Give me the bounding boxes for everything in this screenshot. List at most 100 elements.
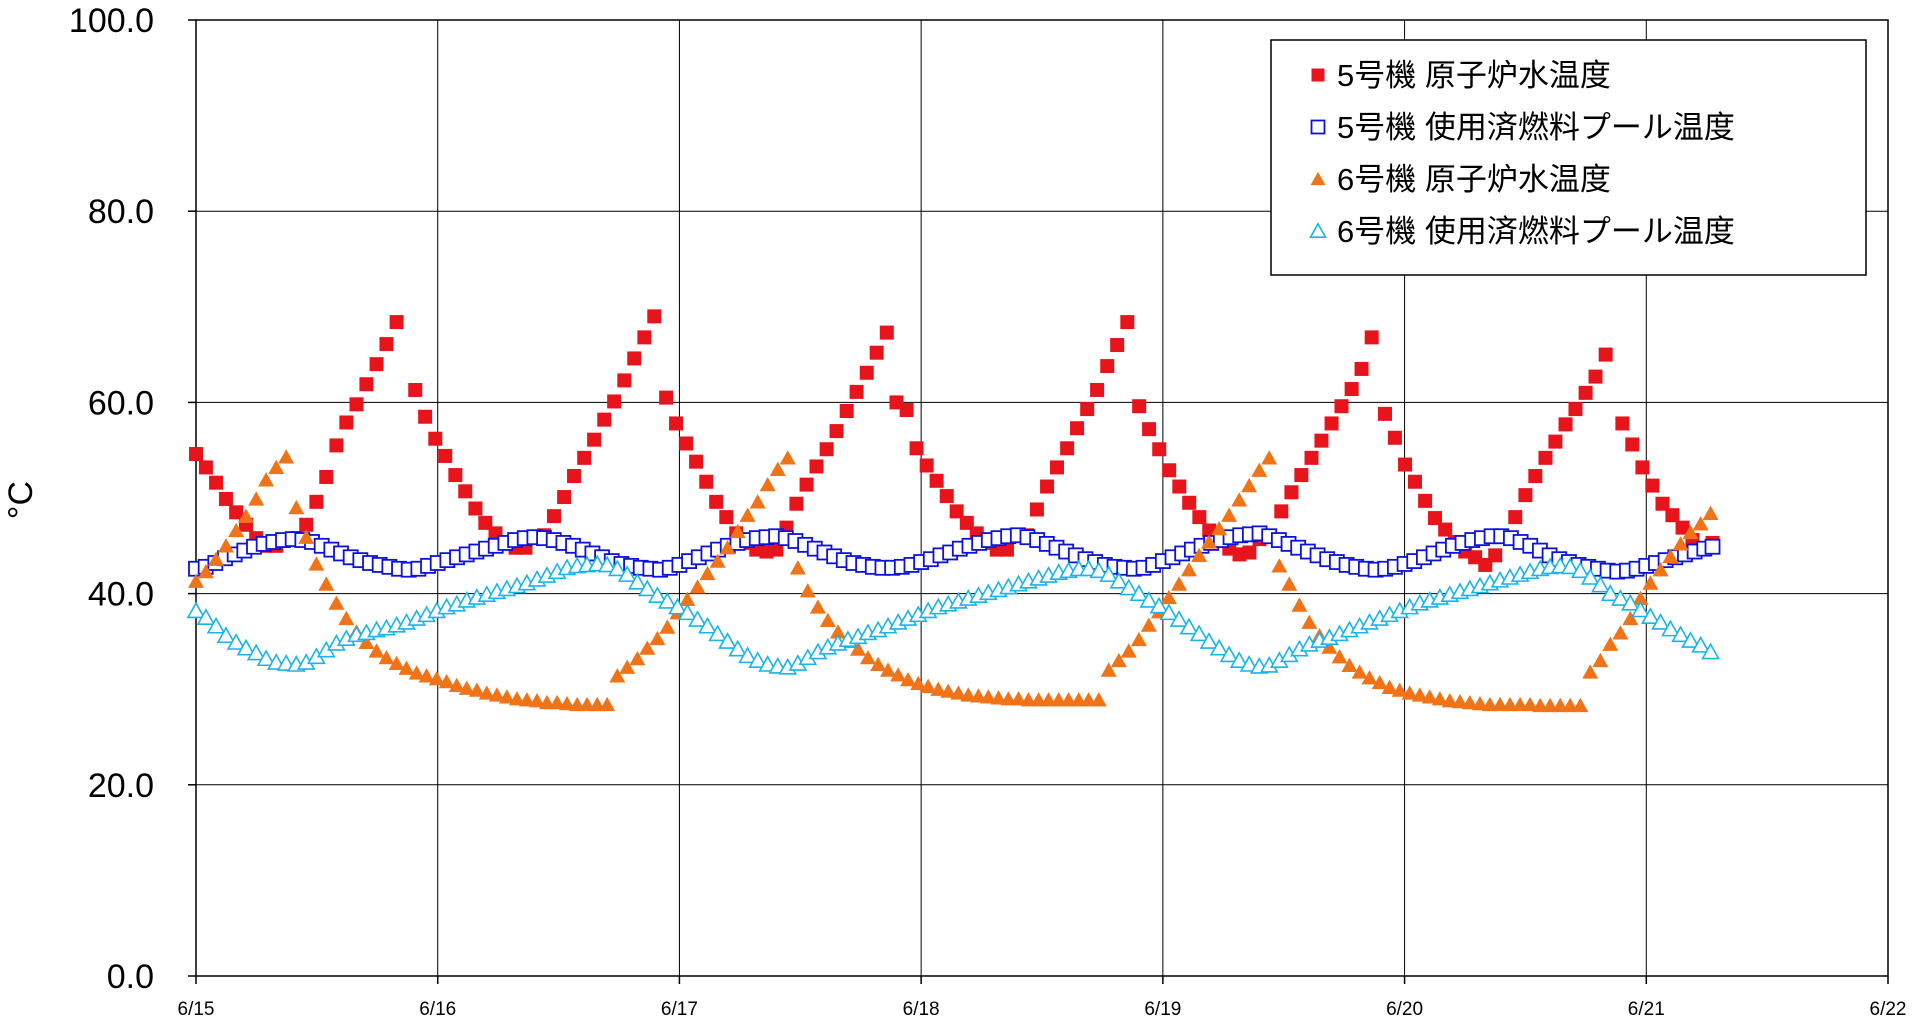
data-point	[1602, 636, 1619, 651]
data-point	[1219, 645, 1239, 663]
data-point	[1301, 614, 1318, 629]
data-point	[719, 510, 734, 525]
data-point	[217, 538, 234, 553]
data-point	[408, 382, 423, 397]
data-point	[839, 404, 854, 419]
data-point	[1162, 463, 1177, 478]
y-tick-label: 80.0	[88, 193, 154, 231]
data-point	[458, 680, 475, 695]
data-point	[1522, 696, 1539, 712]
data-point	[1314, 433, 1329, 448]
data-point	[1159, 603, 1179, 621]
data-point	[910, 675, 927, 691]
data-point	[228, 522, 245, 538]
data-point	[929, 473, 944, 488]
data-point	[349, 397, 364, 412]
data-point	[1612, 625, 1629, 640]
data-point	[209, 475, 224, 490]
data-point	[819, 442, 834, 457]
legend-marker	[1311, 68, 1325, 82]
data-point	[657, 591, 677, 609]
data-point	[478, 685, 495, 700]
data-point	[1172, 479, 1187, 494]
data-point	[1070, 421, 1085, 436]
data-point	[1221, 507, 1238, 522]
series-3	[188, 449, 1719, 713]
data-point	[709, 553, 726, 568]
data-point	[1160, 589, 1177, 605]
data-point	[769, 461, 786, 476]
data-point	[829, 624, 846, 639]
legend-label: 5号機 原子炉水温度	[1337, 58, 1611, 93]
data-point	[1060, 441, 1075, 456]
data-point	[1642, 575, 1659, 590]
data-point	[1242, 545, 1257, 560]
data-point	[1461, 694, 1478, 710]
data-point	[1662, 548, 1679, 563]
data-point	[1641, 607, 1660, 624]
x-tick-label: 6/18	[903, 999, 940, 1020]
data-point	[448, 677, 465, 693]
data-point	[679, 591, 696, 606]
data-point	[1100, 359, 1115, 374]
data-point	[809, 459, 824, 474]
data-point	[318, 576, 335, 591]
data-point	[1411, 687, 1428, 702]
data-point	[628, 572, 647, 590]
data-point	[1588, 369, 1603, 384]
data-point	[999, 542, 1014, 557]
data-point	[1010, 691, 1027, 706]
data-point	[587, 432, 602, 447]
data-point	[1692, 516, 1709, 531]
data-point	[1431, 691, 1448, 706]
data-point	[1401, 685, 1418, 700]
data-point	[619, 659, 636, 674]
data-point	[637, 330, 652, 345]
data-point	[488, 687, 505, 702]
data-point	[1110, 338, 1125, 353]
data-point	[1191, 547, 1208, 563]
data-point	[689, 579, 706, 594]
data-point	[647, 309, 662, 324]
data-point	[197, 563, 214, 579]
data-point	[1441, 693, 1458, 708]
data-point	[669, 416, 684, 431]
data-point	[679, 436, 694, 451]
data-point	[1578, 385, 1593, 400]
x-axis-ticks: 6/15 6/16 6/17 6/18 6/19 6/20 6/21 6/22	[178, 976, 1906, 1020]
data-point	[1681, 631, 1700, 648]
data-point	[359, 377, 374, 392]
data-point	[1100, 662, 1117, 677]
data-point	[1119, 578, 1139, 596]
data-point	[1471, 695, 1488, 711]
data-point	[1284, 485, 1299, 500]
data-point	[1241, 477, 1258, 493]
data-point	[880, 662, 897, 677]
data-point	[1704, 538, 1721, 555]
data-point	[1149, 596, 1169, 614]
data-point	[758, 655, 778, 672]
data-point	[688, 610, 707, 627]
data-point	[970, 688, 987, 703]
data-point	[238, 508, 255, 523]
data-point	[799, 477, 814, 492]
data-point	[1451, 693, 1468, 709]
data-point	[248, 491, 265, 506]
data-point	[508, 691, 525, 706]
data-point	[799, 583, 816, 598]
data-point	[319, 469, 334, 484]
data-point	[900, 671, 917, 687]
data-point	[759, 476, 776, 492]
legend: 5号機 原子炉水温度 5号機 使用済燃料プール温度 6号機 原子炉水温度 6号機 使用…	[1270, 39, 1867, 276]
data-point	[1702, 505, 1719, 520]
data-point	[789, 560, 806, 575]
data-point	[438, 673, 455, 689]
data-point	[1171, 576, 1188, 591]
data-point	[448, 468, 463, 483]
data-point	[398, 660, 415, 675]
data-point	[899, 403, 914, 418]
data-point	[789, 496, 804, 511]
data-point	[919, 458, 934, 473]
data-point	[198, 460, 213, 475]
data-point	[1321, 639, 1338, 654]
